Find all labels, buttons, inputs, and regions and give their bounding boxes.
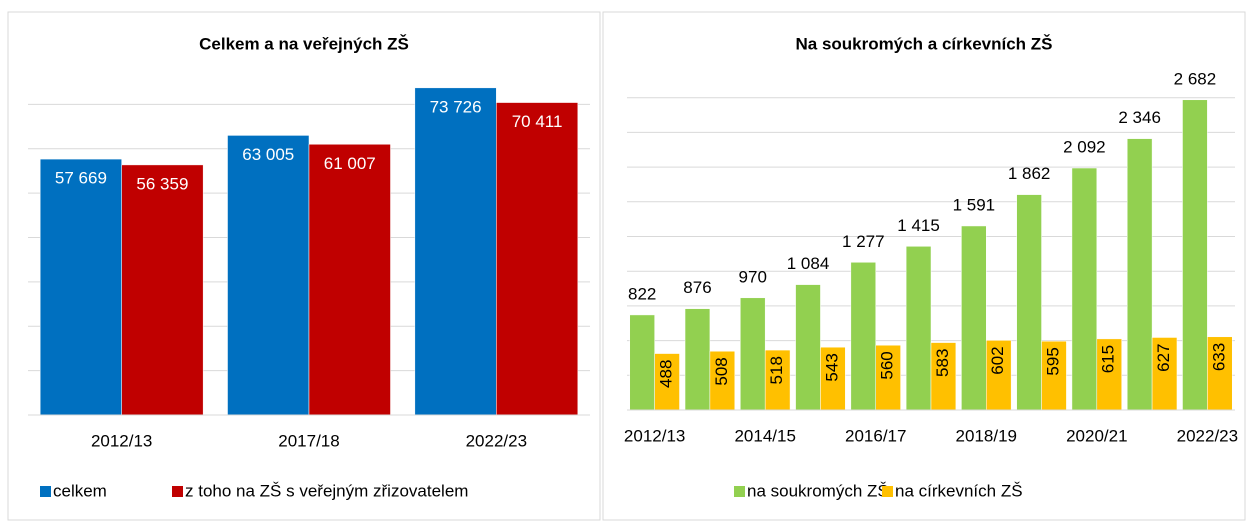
chart-title: Celkem a na veřejných ZŠ bbox=[199, 34, 409, 53]
value-label: 633 bbox=[1209, 343, 1228, 371]
value-label: 602 bbox=[988, 346, 1007, 374]
legend-label: na soukromých ZŠ bbox=[747, 481, 889, 500]
legend-label: celkem bbox=[53, 481, 107, 500]
bar bbox=[629, 314, 655, 411]
value-label: 61 007 bbox=[324, 154, 376, 173]
x-tick-label: 2014/15 bbox=[734, 426, 795, 445]
bar bbox=[850, 262, 876, 411]
x-tick-label: 2022/23 bbox=[466, 431, 527, 450]
chart-title: Na soukromých a církevních ZŠ bbox=[796, 34, 1053, 53]
bar bbox=[227, 135, 310, 416]
value-label: 1 277 bbox=[842, 232, 885, 251]
bar bbox=[875, 344, 901, 411]
x-tick-label: 2020/21 bbox=[1066, 426, 1127, 445]
value-label: 488 bbox=[657, 360, 676, 388]
value-label: 1 591 bbox=[953, 195, 996, 214]
bar bbox=[795, 284, 821, 411]
legend-swatch bbox=[40, 486, 51, 497]
legend-swatch bbox=[882, 486, 893, 497]
value-label: 57 669 bbox=[55, 169, 107, 188]
value-label: 876 bbox=[683, 278, 711, 297]
value-label: 63 005 bbox=[242, 145, 294, 164]
value-label: 508 bbox=[712, 357, 731, 385]
x-tick-label: 2018/19 bbox=[956, 426, 1017, 445]
legend-label: z toho na ZŠ s veřejným zřizovatelem bbox=[185, 481, 468, 500]
bar bbox=[414, 87, 497, 416]
bar bbox=[1041, 340, 1067, 411]
bar bbox=[1182, 99, 1208, 411]
bar bbox=[986, 340, 1012, 411]
bar bbox=[740, 297, 766, 411]
value-label: 73 726 bbox=[430, 97, 482, 116]
x-tick-label: 2012/13 bbox=[624, 426, 685, 445]
bar bbox=[1151, 337, 1178, 411]
bar bbox=[308, 144, 391, 416]
bar bbox=[764, 349, 791, 411]
bar bbox=[1016, 194, 1042, 411]
bar bbox=[684, 308, 711, 411]
value-label: 2 346 bbox=[1118, 108, 1161, 127]
bar bbox=[930, 342, 957, 411]
value-label: 56 359 bbox=[136, 174, 188, 193]
value-label: 2 092 bbox=[1063, 138, 1106, 157]
bar bbox=[496, 102, 579, 416]
legend-swatch bbox=[172, 486, 183, 497]
value-label: 615 bbox=[1099, 345, 1118, 373]
bar bbox=[39, 158, 122, 416]
bar bbox=[905, 246, 932, 411]
value-label: 595 bbox=[1043, 347, 1062, 375]
x-tick-label: 2012/13 bbox=[91, 431, 152, 450]
value-label: 543 bbox=[822, 353, 841, 381]
bar bbox=[1096, 338, 1122, 411]
value-label: 583 bbox=[933, 349, 952, 377]
bar bbox=[121, 164, 204, 416]
legend-swatch bbox=[734, 486, 745, 497]
x-tick-label: 2016/17 bbox=[845, 426, 906, 445]
value-label: 627 bbox=[1154, 343, 1173, 371]
bar bbox=[1126, 138, 1153, 411]
bar bbox=[1071, 167, 1098, 411]
panel-right bbox=[602, 11, 1246, 521]
panel-left bbox=[7, 11, 601, 521]
value-label: 1 415 bbox=[897, 216, 940, 235]
value-label: 560 bbox=[878, 351, 897, 379]
legend-label: na církevních ZŠ bbox=[895, 481, 1023, 500]
x-tick-label: 2017/18 bbox=[278, 431, 339, 450]
value-label: 1 084 bbox=[787, 254, 830, 273]
value-label: 518 bbox=[767, 356, 786, 384]
value-label: 70 411 bbox=[512, 112, 563, 131]
value-label: 822 bbox=[628, 284, 656, 303]
bar bbox=[961, 225, 987, 411]
x-tick-label: 2022/23 bbox=[1177, 426, 1238, 445]
bar bbox=[654, 353, 680, 411]
value-label: 2 682 bbox=[1174, 69, 1217, 88]
value-label: 1 862 bbox=[1008, 164, 1051, 183]
bar bbox=[1207, 336, 1233, 411]
value-label: 970 bbox=[739, 267, 767, 286]
